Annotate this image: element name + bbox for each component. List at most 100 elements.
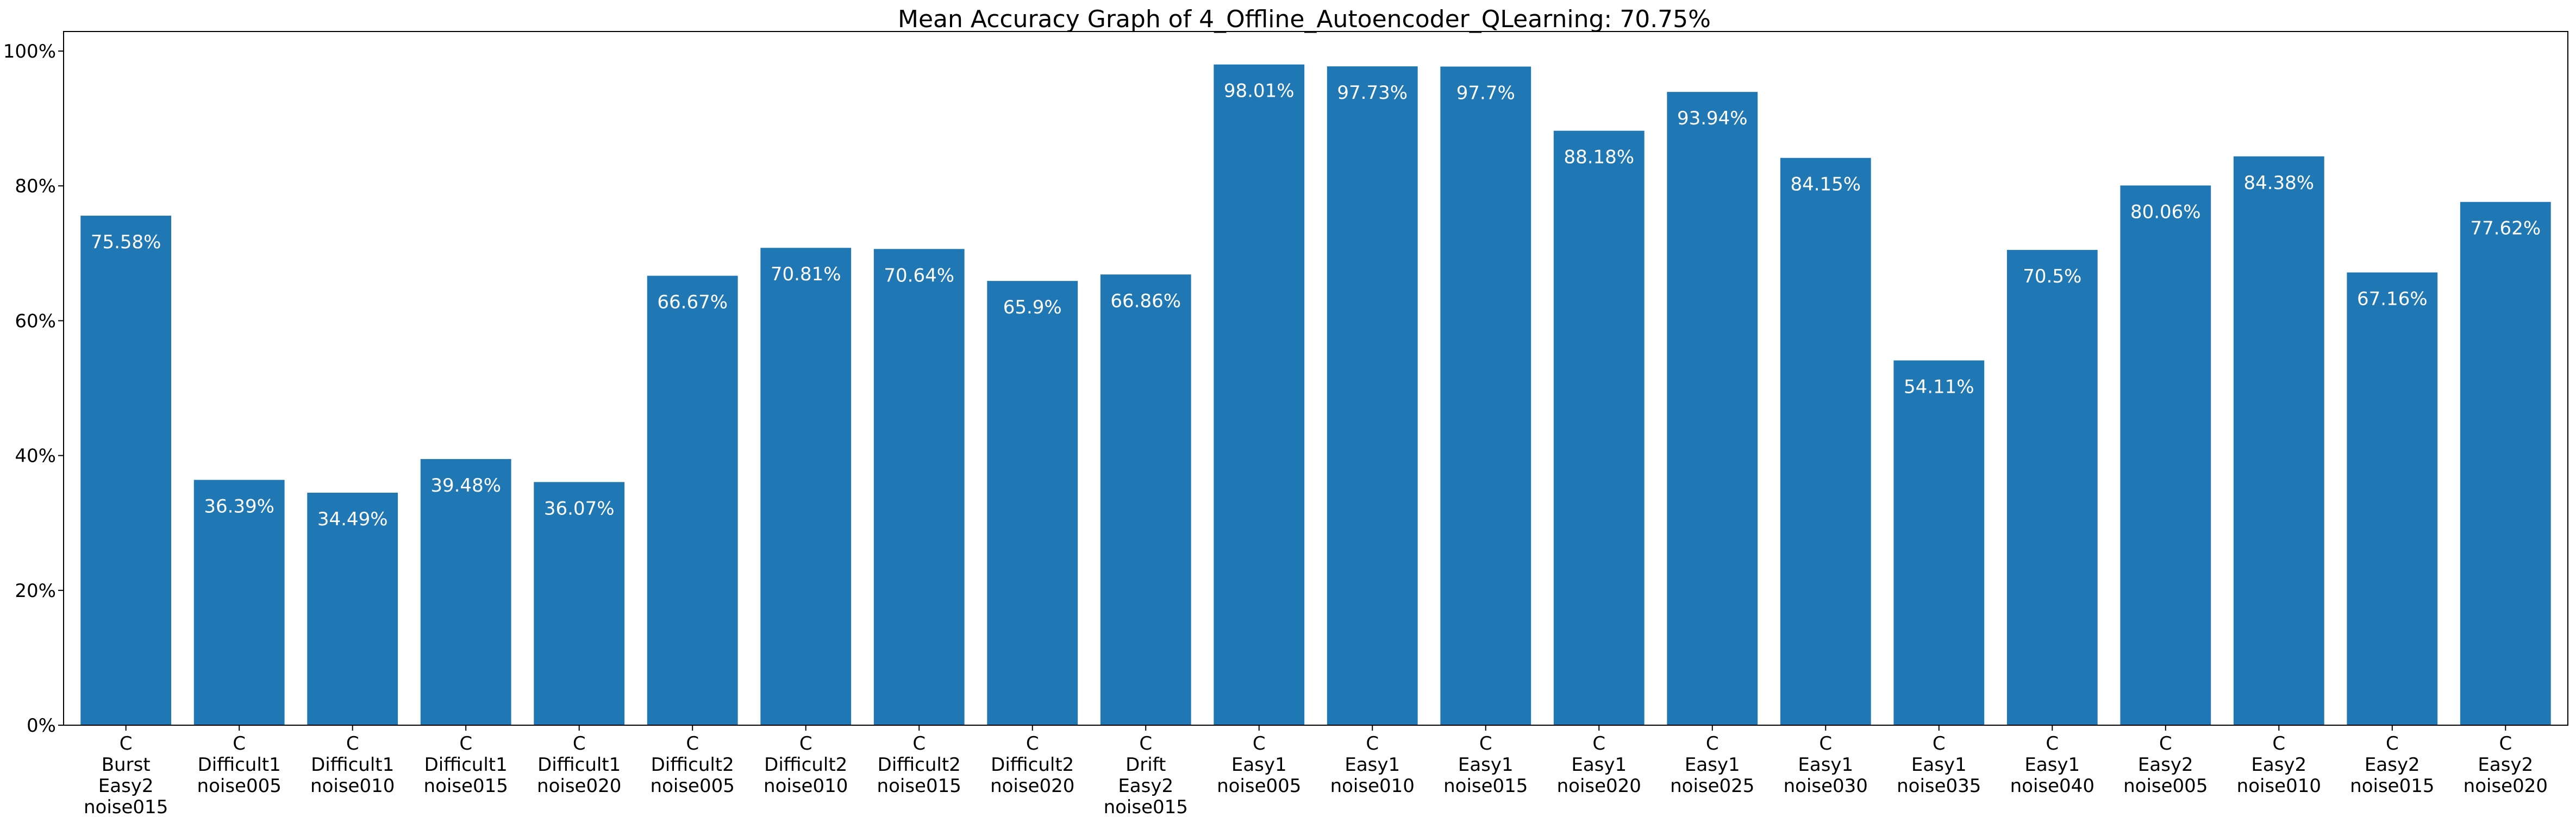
- bar-value-label: 80.06%: [2130, 201, 2201, 223]
- x-tick-label-line: Difficult1: [311, 754, 394, 776]
- x-tick-label-line: C: [120, 733, 133, 755]
- x-tick-label-line: Difficult1: [424, 754, 508, 776]
- bar: [1667, 92, 1758, 725]
- bar-value-label: 70.64%: [884, 265, 954, 286]
- bars-layer: [80, 64, 2551, 726]
- x-tick-label-line: C: [573, 733, 586, 755]
- x-tick-label-line: Easy2: [2251, 754, 2306, 776]
- x-tick-label-line: noise010: [764, 775, 848, 797]
- x-tick-label-line: noise005: [651, 775, 735, 797]
- bar-value-label: 67.16%: [2357, 288, 2428, 310]
- x-tick-label-line: Difficult2: [651, 754, 734, 776]
- x-tick-label: C Easy1 noise035: [1897, 733, 1981, 797]
- bar: [534, 482, 625, 725]
- bar-value-label: 70.81%: [771, 263, 841, 285]
- x-tick-label-line: Difficult2: [764, 754, 847, 776]
- x-tick-label-line: noise020: [537, 775, 621, 797]
- x-tick-label-line: noise015: [2350, 775, 2434, 797]
- bar-value-label: 98.01%: [1224, 80, 1295, 102]
- x-tick-label: C Easy1 noise010: [1330, 733, 1415, 797]
- x-tick-label: C Easy2 noise020: [2464, 733, 2548, 797]
- y-tick-label: 0%: [27, 715, 56, 737]
- x-tick-label-line: noise010: [310, 775, 395, 797]
- x-tick-label-line: Easy1: [1798, 754, 1853, 776]
- bar-value-label: 84.38%: [2243, 172, 2314, 194]
- x-tick-label-line: C: [2159, 733, 2172, 755]
- bar-value-label: 39.48%: [430, 475, 501, 497]
- x-tick-label-line: Easy1: [1231, 754, 1287, 776]
- x-tick-label-line: noise015: [877, 775, 961, 797]
- bar: [1214, 64, 1305, 725]
- x-tick-label-line: Easy2: [2478, 754, 2533, 776]
- x-tick-label: C Easy2 noise015: [2350, 733, 2434, 797]
- x-tick-label-line: Difficult2: [991, 754, 1074, 776]
- x-tick-label-line: noise010: [2237, 775, 2321, 797]
- x-tick-label: C Easy2 noise005: [2123, 733, 2208, 797]
- x-tick-label-line: Easy1: [1345, 754, 1400, 776]
- bar-value-label: 34.49%: [317, 508, 388, 530]
- x-tick-label-line: C: [2272, 733, 2285, 755]
- x-tick-label: C Difficult2 noise005: [651, 733, 735, 797]
- bar-value-label: 54.11%: [1904, 376, 1974, 398]
- x-tick-label-line: C: [233, 733, 246, 755]
- y-tick-label: 60%: [15, 310, 56, 332]
- bar: [2006, 250, 2098, 725]
- x-tick-label-line: noise005: [1217, 775, 1301, 797]
- x-tick-label-line: C: [1819, 733, 1832, 755]
- bar-value-label: 36.07%: [544, 498, 615, 519]
- x-tick-label-line: noise015: [424, 775, 508, 797]
- x-tick-label-line: C: [1139, 733, 1152, 755]
- x-tick-label-line: noise020: [1557, 775, 1641, 797]
- x-tick-label-line: Easy2: [2138, 754, 2193, 776]
- x-tick-label-line: Difficult1: [537, 754, 621, 776]
- bar: [2233, 156, 2324, 725]
- x-tick-label-line: C: [346, 733, 359, 755]
- bar: [647, 275, 738, 725]
- x-tick-label-line: noise040: [2010, 775, 2094, 797]
- bar: [2347, 272, 2438, 725]
- x-tick-label: C Difficult1 noise020: [537, 733, 621, 797]
- bar-value-label: 88.18%: [1564, 147, 1634, 168]
- x-tick-label-line: noise025: [1670, 775, 1754, 797]
- x-tick-label-line: Difficult2: [878, 754, 961, 776]
- bar-value-label: 65.9%: [1003, 297, 1062, 318]
- bar: [873, 249, 965, 725]
- x-tick-label-line: noise020: [2464, 775, 2548, 797]
- x-tick-label: C Easy1 noise030: [1784, 733, 1868, 797]
- y-axis: 0% 20% 40% 60% 80% 100%: [3, 41, 64, 737]
- x-tick-label-line: noise020: [990, 775, 1074, 797]
- x-tick-label: C Easy1 noise015: [1443, 733, 1528, 797]
- x-tick-label-line: C: [1933, 733, 1946, 755]
- x-tick-label: C Easy1 noise025: [1670, 733, 1754, 797]
- bar-value-label: 97.7%: [1456, 83, 1515, 104]
- bar: [2460, 202, 2551, 725]
- x-tick-label-line: C: [799, 733, 812, 755]
- x-tick-label-line: Drift: [1126, 754, 1166, 776]
- x-tick-label-line: C: [1366, 733, 1379, 755]
- x-tick-label-line: C: [2386, 733, 2399, 755]
- x-tick-label: C Easy2 noise010: [2237, 733, 2321, 797]
- bar: [80, 216, 172, 725]
- bar: [420, 459, 511, 725]
- x-tick-label-line: noise015: [1443, 775, 1528, 797]
- chart-title: Mean Accuracy Graph of 4_Offline_Autoenc…: [898, 5, 1711, 33]
- x-tick-label-line: noise015: [1104, 796, 1188, 815]
- bar: [2120, 185, 2211, 725]
- x-tick-label: C Difficult1 noise005: [197, 733, 282, 797]
- x-tick-label-line: noise035: [1897, 775, 1981, 797]
- x-tick-label-line: noise005: [2123, 775, 2208, 797]
- plot-frame: [63, 31, 2568, 726]
- bar-value-label: 70.5%: [2023, 266, 2081, 287]
- bar: [1893, 360, 1985, 725]
- x-tick-label-line: Easy1: [1685, 754, 1740, 776]
- value-labels-layer: 75.58% 36.39% 34.49% 39.48% 36.07% 66.67% 70.8…: [91, 80, 2541, 530]
- x-tick-label-line: noise015: [84, 796, 168, 815]
- bar-value-label: 66.86%: [1110, 290, 1181, 312]
- x-tick-label-line: C: [686, 733, 699, 755]
- bar-value-label: 84.15%: [1790, 174, 1861, 196]
- bar: [1327, 66, 1418, 725]
- bar: [1100, 274, 1191, 725]
- x-tick-label-line: Easy1: [1911, 754, 1967, 776]
- x-tick-label-line: C: [1026, 733, 1039, 755]
